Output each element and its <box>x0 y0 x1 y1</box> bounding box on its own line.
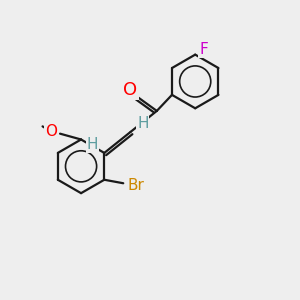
Text: H: H <box>86 137 98 152</box>
Text: O: O <box>45 124 57 139</box>
Text: F: F <box>199 42 208 57</box>
Text: H: H <box>137 116 148 131</box>
Text: O: O <box>124 82 138 100</box>
Text: Br: Br <box>127 178 144 193</box>
